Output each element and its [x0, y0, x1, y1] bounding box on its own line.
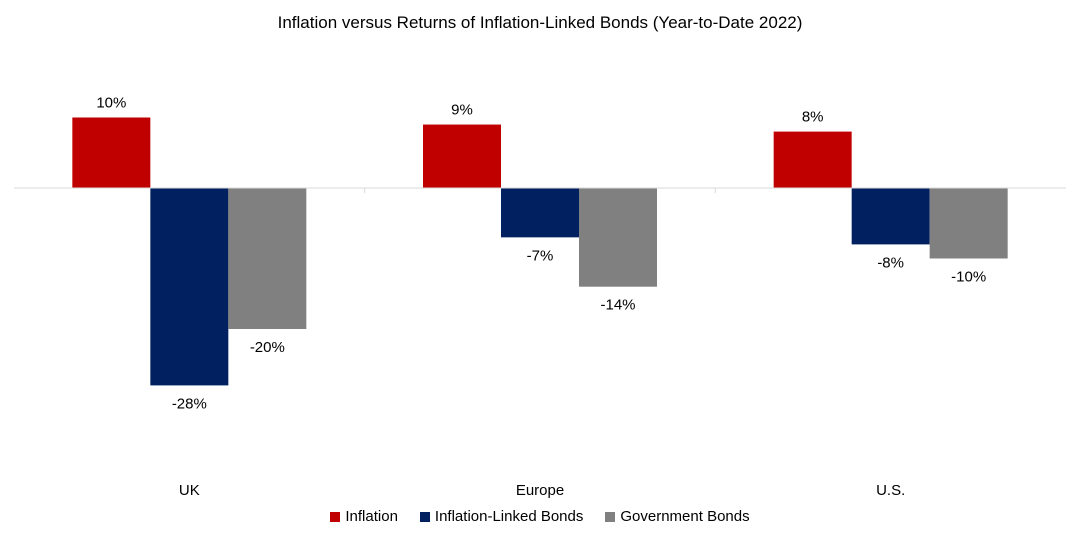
data-label: -7% — [527, 247, 554, 264]
bar-government-bonds-uk — [228, 188, 307, 329]
legend-item: Government Bonds — [605, 508, 750, 525]
data-label: -14% — [600, 297, 635, 314]
data-label: -8% — [877, 254, 904, 271]
data-label: -20% — [250, 339, 285, 356]
data-label: 10% — [96, 95, 126, 112]
data-label: -28% — [172, 395, 207, 412]
category-label: U.S. — [876, 482, 905, 499]
axis-layer: UK Europe U.S. — [14, 187, 1066, 499]
data-label: 8% — [802, 109, 824, 126]
legend-swatch — [330, 511, 341, 522]
legend-label: Inflation — [345, 508, 398, 525]
bar-inflation-europe — [423, 124, 501, 188]
bar-inflation-u-s- — [773, 131, 852, 188]
bars-layer: 10% -28% -20% 9% -7% -14% 8% -8% -10% — [72, 95, 1008, 412]
legend: Inflation Inflation-Linked Bonds Governmen… — [0, 508, 1080, 525]
bar-government-bonds-europe — [579, 188, 657, 287]
data-label: 9% — [451, 102, 473, 119]
bar-inflation-linked-bonds-uk — [150, 188, 229, 386]
legend-label: Inflation-Linked Bonds — [434, 508, 584, 525]
bar-government-bonds-u-s- — [929, 188, 1008, 259]
legend-label: Government Bonds — [620, 508, 750, 525]
chart-title: Inflation versus Returns of Inflation-Li… — [278, 13, 803, 32]
bar-inflation-linked-bonds-u-s- — [851, 188, 930, 245]
data-label: -10% — [951, 269, 986, 286]
legend-item: Inflation-Linked Bonds — [419, 508, 584, 525]
category-label: UK — [179, 482, 200, 499]
legend-swatch — [419, 511, 430, 522]
bar-inflation-linked-bonds-europe — [501, 188, 579, 238]
legend-item: Inflation — [330, 508, 398, 525]
category-label: Europe — [516, 482, 564, 499]
bar-inflation-uk — [72, 117, 151, 188]
legend-swatch — [605, 511, 616, 522]
